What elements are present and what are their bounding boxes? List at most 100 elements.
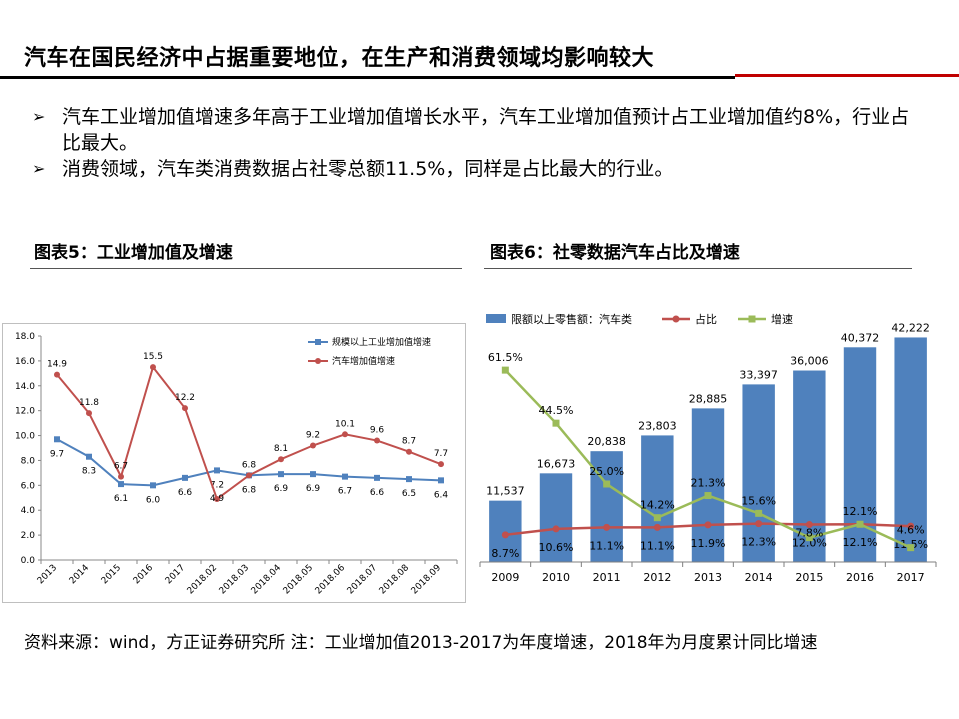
y-tick-label: 14.0	[15, 382, 35, 392]
growth-label: 12.1%	[843, 505, 878, 518]
data-point	[704, 492, 712, 500]
bar	[793, 370, 826, 562]
y-tick-label: 12.0	[15, 407, 35, 417]
chart6-svg: 11,537 16,673 20,838 23,803 28,885 33,397 36,0…	[479, 312, 937, 584]
share-label: 11.9%	[691, 537, 726, 550]
y-tick-label: 4.0	[21, 506, 36, 516]
data-point	[310, 442, 316, 449]
figure6-title: 图表6：社零数据汽车占比及增速	[490, 243, 740, 263]
arrow-bullet-icon: ➢	[32, 107, 46, 126]
x-tick-label: 2009	[491, 571, 519, 584]
data-point	[118, 473, 124, 480]
data-label: 11.8	[79, 398, 99, 408]
growth-label: 15.6%	[741, 494, 776, 507]
data-label: 6.6	[178, 488, 193, 498]
page-title: 汽车在国民经济中占据重要地位，在生产和消费领域均影响较大	[24, 46, 655, 71]
x-tick-label: 2018.09	[410, 563, 444, 597]
bar	[539, 473, 573, 562]
data-point	[856, 520, 864, 528]
share-label: 12.0%	[792, 537, 827, 550]
data-label: 6.7	[114, 462, 128, 472]
data-label: 8.7	[402, 437, 416, 447]
data-point	[310, 471, 316, 478]
x-tick-label: 2014	[68, 563, 91, 586]
data-point	[86, 410, 92, 417]
data-point	[653, 514, 661, 522]
data-point	[805, 534, 813, 542]
data-label: 6.8	[242, 485, 257, 495]
share-label: 11.1%	[589, 539, 624, 552]
share-label: 12.1%	[843, 536, 878, 549]
data-label: 6.4	[434, 490, 449, 500]
bar-value-label: 23,803	[638, 419, 677, 432]
data-point	[438, 477, 444, 484]
data-point	[278, 471, 284, 478]
growth-label: 4.6%	[897, 524, 925, 537]
legend-swatch-bar	[486, 314, 506, 323]
y-tick-label: 8.0	[21, 456, 36, 466]
data-label: 10.1	[335, 419, 355, 429]
arrow-bullet-icon: ➢	[32, 159, 46, 178]
data-point	[246, 472, 252, 479]
bar-value-label: 33,397	[739, 368, 778, 381]
figure5-rule	[30, 268, 462, 269]
chart5-svg: 0.0 2.0 4.0 6.0 8.0 10.0 12.0 14.0 16.0 18.0 2013 2…	[15, 332, 458, 597]
x-tick-label: 2012	[643, 571, 671, 584]
share-label: 8.7%	[491, 547, 519, 560]
bar-value-label: 11,537	[486, 485, 524, 498]
title-underline	[0, 76, 735, 79]
x-tick-label: 2016	[132, 563, 155, 586]
x-tick-label: 2011	[593, 571, 621, 584]
bar-value-label: 42,222	[891, 321, 930, 334]
x-tick-label: 2015	[795, 571, 823, 584]
x-tick-label: 2018.07	[346, 563, 379, 596]
x-tick-label: 2016	[846, 571, 874, 584]
legend-marker	[748, 315, 756, 323]
growth-label: 25.0%	[589, 465, 624, 478]
x-tick-label: 2018.06	[314, 563, 348, 597]
data-label: 9.6	[370, 426, 385, 436]
data-point	[406, 448, 412, 455]
data-point	[552, 525, 560, 533]
data-label: 6.9	[274, 484, 289, 494]
data-point	[278, 456, 284, 463]
legend-marker	[315, 339, 321, 345]
data-point	[704, 521, 712, 529]
data-point	[150, 364, 156, 371]
bullet-list: ➢ 汽车工业增加值增速多年高于工业增加值增长水平，汽车工业增加值预计占工业增加值…	[30, 104, 910, 182]
data-label: 6.6	[370, 488, 385, 498]
data-label: 9.7	[50, 449, 64, 459]
data-point	[552, 419, 560, 427]
data-point	[214, 496, 220, 503]
bar	[691, 408, 725, 562]
x-tick-label: 2013	[36, 563, 59, 586]
y-tick-label: 10.0	[15, 432, 35, 442]
data-point	[342, 473, 348, 480]
data-label: 12.2	[175, 393, 195, 403]
data-point	[501, 531, 509, 539]
data-label: 8.3	[82, 467, 96, 477]
y-tick-label: 16.0	[15, 357, 35, 367]
legend-label: 增速	[771, 312, 793, 326]
data-point	[907, 522, 915, 530]
share-label: 10.6%	[539, 541, 574, 554]
title-accent-bar	[735, 74, 959, 77]
data-point	[603, 480, 611, 488]
x-tick-label: 2014	[745, 571, 773, 584]
y-tick-label: 2.0	[21, 531, 36, 541]
legend-marker	[315, 358, 321, 364]
x-tick-label: 2010	[542, 571, 570, 584]
data-point	[214, 467, 220, 474]
data-point	[342, 431, 348, 438]
data-point	[374, 474, 380, 481]
bar-value-label: 36,006	[790, 355, 829, 368]
legend-label: 汽车增加值增速	[332, 355, 395, 367]
data-label: 6.1	[114, 494, 128, 504]
y-tick-label: 18.0	[15, 332, 35, 342]
x-tick-label: 2018.08	[378, 563, 412, 597]
legend-marker	[672, 315, 680, 323]
share-label: 11.1%	[640, 539, 675, 552]
bullet-item: ➢ 汽车工业增加值增速多年高于工业增加值增长水平，汽车工业增加值预计占工业增加值…	[30, 104, 910, 156]
x-tick-label: 2013	[694, 571, 722, 584]
data-point	[907, 544, 915, 552]
